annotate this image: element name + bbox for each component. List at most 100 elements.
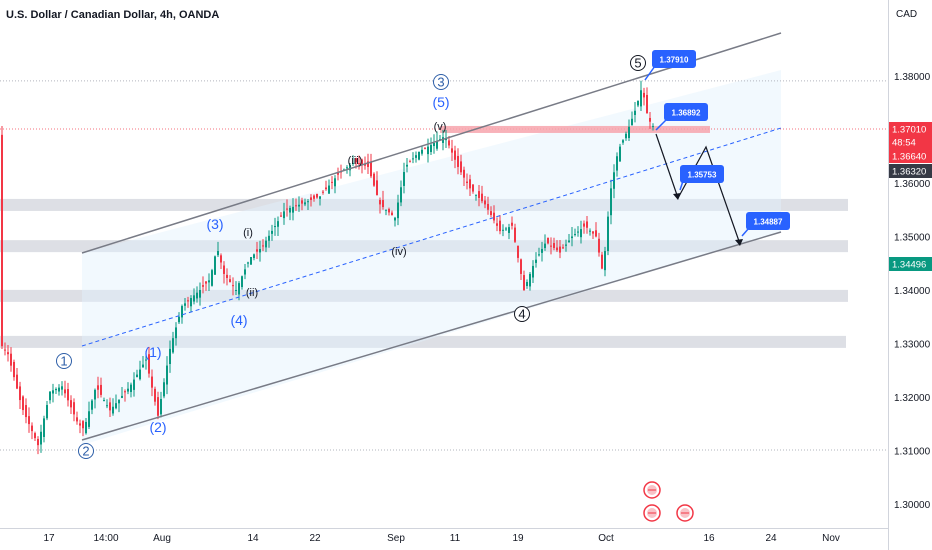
price-badge: 1.36640 [889,149,932,163]
candle [175,322,177,346]
price-badge: 48:54 [889,135,932,149]
candle-body [607,216,609,251]
candle [265,236,267,253]
candle-body [646,94,648,114]
candle-body [310,197,312,200]
candle [157,391,159,420]
candle [172,331,174,354]
candle [76,411,78,425]
candle [496,217,498,232]
candle [139,360,141,381]
candle-body [133,379,135,390]
candle [328,179,330,194]
candle [262,239,264,252]
currency-label[interactable]: CAD [896,9,918,20]
candle-body [451,148,453,153]
candle [163,378,165,399]
candle-body [142,364,144,368]
candle-body [571,236,573,239]
wave-label: (i) [243,227,253,239]
candle-body [31,425,33,432]
candle [541,241,543,262]
candle [316,193,318,199]
candle-body [619,146,621,162]
candle-body [535,259,537,263]
candle-body [178,316,180,323]
wave-text: (4) [230,312,247,328]
candle [220,253,222,269]
candle-body [259,248,261,253]
candle-body [289,207,291,213]
time-tick: 16 [703,533,715,544]
price-badge: 1.34496 [889,257,932,271]
candle-body [400,187,402,203]
candle [646,87,648,114]
candle-body [397,202,399,219]
candle [103,397,105,402]
candle-body [622,140,624,143]
candle [16,367,18,390]
candle [235,281,237,295]
candle-body [85,421,87,434]
candle-body [403,172,405,186]
price-axis: 1.380001.370001.360001.350001.340001.330… [889,72,932,511]
price-badge: 1.36320 [889,164,932,178]
candle [229,275,231,283]
candle [391,210,393,216]
time-tick: Sep [387,533,405,544]
candle [580,220,582,244]
candle [115,394,117,410]
candle-body [640,90,642,107]
target-text: 1.36892 [672,109,701,118]
candle [202,276,204,294]
target-pointer [655,118,668,131]
candle [643,87,645,106]
candle-body [652,126,654,128]
candle-body [13,361,15,378]
candle-body [229,279,231,282]
candle-body [190,298,192,307]
candle-body [598,238,600,253]
candle-body [319,196,321,199]
candle-body [604,251,606,271]
candle [319,196,321,206]
event-flag-icon [676,504,694,522]
candle-body [496,223,498,226]
wave-label: 5 [630,55,646,71]
candle-body [628,126,630,139]
time-tick: 17 [43,533,55,544]
candle-body [625,133,627,139]
candle-body [409,161,411,163]
wave-label: 3 [433,74,449,90]
candle [313,194,315,202]
candle [421,146,423,156]
candle [46,400,48,421]
time-axis-border [0,528,888,529]
candle-body [553,243,555,248]
candle [310,194,312,207]
candle-body [424,148,426,150]
candle [34,431,36,441]
candle [247,261,249,268]
candle [292,198,294,221]
candle [298,196,300,212]
candle [223,261,225,284]
candle-body [298,204,300,207]
candle [151,369,153,397]
wave-text: 4 [518,307,525,322]
candle [193,288,195,305]
candle-body [532,265,534,278]
candle-body [130,384,132,392]
candle [61,381,63,396]
candle-body [91,400,93,410]
candle-body [394,217,396,221]
candle-body [247,262,249,264]
candle-body [46,405,48,419]
candle [295,198,297,211]
wave-label: (iv) [391,246,406,258]
candle [70,395,72,415]
support-zone [0,198,848,211]
candle [367,153,369,174]
candle [214,255,216,275]
